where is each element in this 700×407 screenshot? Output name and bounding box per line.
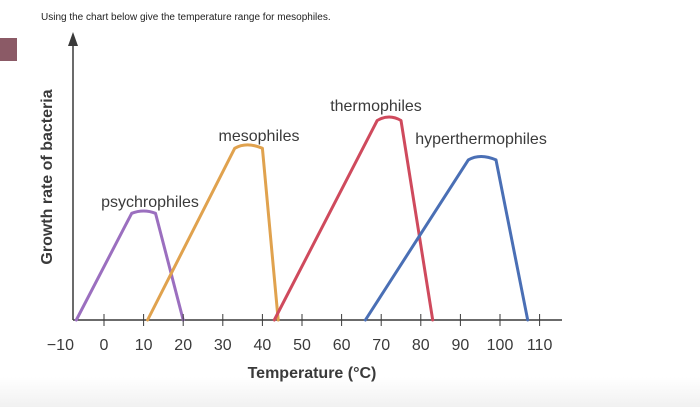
x-tick-label: 10 [135, 337, 153, 354]
series-label-thermophiles: thermophiles [330, 98, 422, 115]
question-text: Using the chart below give the temperatu… [41, 12, 331, 23]
series-label-hyperthermophiles: hyperthermophiles [415, 131, 547, 148]
curve-thermophiles [272, 115, 435, 322]
y-axis-label: Growth rate of bacteria [39, 89, 56, 264]
x-tick-label: 50 [293, 337, 311, 354]
x-tick-label: 90 [452, 337, 470, 354]
x-tick-label: 70 [372, 337, 390, 354]
bottom-shade [0, 377, 700, 407]
x-tick-label: 80 [412, 337, 430, 354]
x-tick-label: 40 [254, 337, 272, 354]
curve-hyperthermophiles [363, 154, 530, 322]
chart-labels: psychrophiles mesophiles thermophiles hyper… [101, 98, 547, 211]
x-tick-label: 100 [487, 337, 514, 354]
side-marker [0, 38, 17, 61]
series-label-psychrophiles: psychrophiles [101, 194, 199, 211]
x-tick-label: 30 [214, 337, 232, 354]
x-tick-label: 20 [174, 337, 192, 354]
chart-ticks: −10 0 10 20 30 40 50 60 70 80 90 100 110 [47, 314, 553, 354]
curve-mesophiles [146, 143, 280, 322]
x-tick-label: 110 [527, 337, 553, 354]
x-tick-label: 60 [333, 337, 351, 354]
x-axis-label: Temperature (°C) [248, 365, 377, 382]
curve-psychrophiles [74, 209, 185, 322]
chart-curves [74, 115, 530, 322]
x-tick-label: 0 [100, 337, 109, 354]
y-axis-arrowhead [68, 32, 78, 46]
chart-axes [68, 32, 562, 321]
x-tick-label: −10 [47, 337, 74, 354]
series-label-mesophiles: mesophiles [219, 128, 300, 145]
